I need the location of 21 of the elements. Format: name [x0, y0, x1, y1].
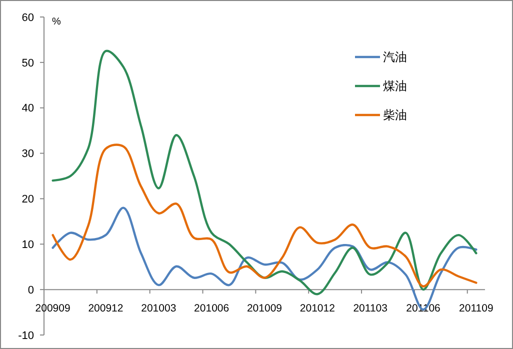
legend-label: 煤油 — [383, 79, 407, 94]
y-tick-label: -10 — [18, 330, 34, 342]
y-tick-label: 20 — [22, 194, 34, 206]
legend-label: 柴油 — [383, 108, 407, 122]
line-series — [52, 50, 478, 296]
y-tick-label: 40 — [22, 102, 34, 115]
x-tick-label: 200909 — [35, 302, 70, 315]
x-tick-label: 201109 — [459, 302, 494, 315]
x-tick-label: 201103 — [353, 302, 388, 315]
y-tick-label: 50 — [22, 57, 34, 70]
y-tick-label: 60 — [22, 12, 34, 24]
x-tick-label: 201003 — [141, 302, 176, 315]
x-tick-label: 201009 — [246, 302, 282, 315]
x-tick-label: 201006 — [194, 302, 230, 315]
legend-label: 汽油 — [383, 50, 407, 64]
x-tick-label: 201012 — [300, 302, 336, 315]
y-axis-title: % — [52, 16, 61, 28]
y-tick-label: 30 — [22, 148, 34, 160]
y-tick-label: 10 — [22, 238, 34, 251]
y-tick-label: 0 — [28, 284, 34, 296]
x-tick-label: 200912 — [88, 302, 124, 315]
